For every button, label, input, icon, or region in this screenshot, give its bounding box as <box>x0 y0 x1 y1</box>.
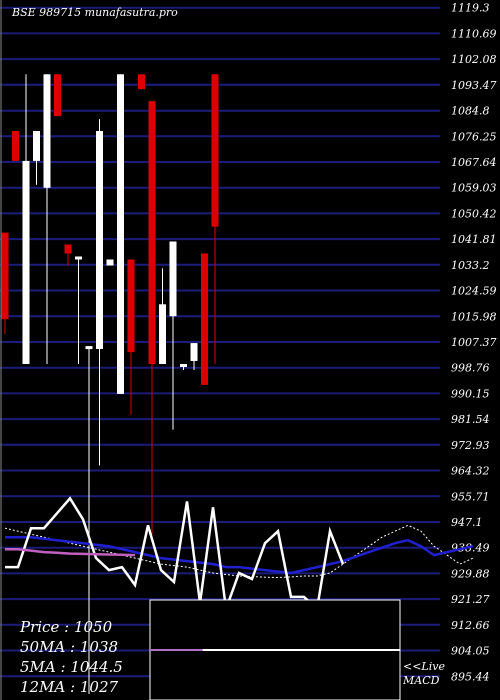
live-link[interactable]: <<Live <box>403 660 445 673</box>
candle-body <box>22 160 30 364</box>
chart-title: BSE 989715 munafasutra.pro <box>11 6 178 19</box>
ma12-info: 12MA : 1027 <box>20 678 119 696</box>
y-tick-label: 1050.42 <box>451 207 497 220</box>
y-tick-label: 912.66 <box>451 619 490 632</box>
y-tick-label: 1093.47 <box>451 79 497 92</box>
ma-line-ma-purple- <box>5 547 136 557</box>
y-tick-label: 990.15 <box>451 387 490 400</box>
macd-panel <box>149 599 401 700</box>
y-tick-label: 1007.37 <box>451 336 497 349</box>
candle-body <box>180 364 187 367</box>
candle-body <box>117 74 124 394</box>
candle-body <box>159 304 166 364</box>
candle-body <box>33 131 40 161</box>
candle-body <box>1 232 9 320</box>
macd-label: MACD <box>402 674 440 687</box>
y-tick-label: 1110.69 <box>451 27 497 40</box>
y-tick-label: 981.54 <box>451 413 490 426</box>
y-tick-label: 1067.64 <box>451 156 497 169</box>
y-tick-label: 1076.25 <box>451 130 497 143</box>
y-tick-label: 947.1 <box>451 516 483 529</box>
candle-body <box>169 241 177 317</box>
y-tick-label: 1033.2 <box>451 259 490 272</box>
y-tick-label: 1041.81 <box>451 233 497 246</box>
y-tick-label: 1015.98 <box>451 310 497 323</box>
candle-body <box>43 74 51 188</box>
candle-body <box>106 259 114 266</box>
moving-average-lines <box>4 496 474 612</box>
ma-line-5ma <box>5 496 345 612</box>
price-info: Price : 1050 <box>19 618 113 636</box>
y-axis-labels: 1119.3 1110.69 1102.08 1093.47 1084.8 1076.25… <box>451 2 497 684</box>
ma50-info: 50MA : 1038 <box>20 638 118 656</box>
y-tick-label: 955.71 <box>451 490 490 503</box>
candlesticks <box>1 74 219 694</box>
candle-body <box>148 101 156 364</box>
y-tick-label: 938.49 <box>451 542 490 555</box>
y-tick-label: 895.44 <box>451 670 490 683</box>
y-tick-label: 1119.3 <box>451 2 490 15</box>
ma5-info: 5MA : 1044.5 <box>20 658 123 676</box>
y-tick-label: 929.88 <box>451 567 490 580</box>
y-tick-label: 921.27 <box>451 593 490 606</box>
candle-body <box>127 259 135 353</box>
candle-body <box>138 74 145 90</box>
candle-body <box>54 74 61 117</box>
y-tick-label: 964.32 <box>451 465 490 478</box>
y-tick-label: 1102.08 <box>451 53 497 66</box>
candle-body <box>96 131 103 349</box>
y-tick-label: 1024.59 <box>451 285 497 298</box>
candle-body <box>64 244 72 254</box>
candle-body <box>201 253 208 385</box>
y-tick-label: 1084.8 <box>451 105 490 118</box>
ma-line-50ma <box>4 524 474 579</box>
info-panel: Price : 1050 50MA : 1038 5MA : 1044.5 12… <box>19 618 123 696</box>
candle-body <box>85 346 93 350</box>
candle-body <box>12 131 19 161</box>
ma-line-12ma <box>5 535 474 575</box>
y-tick-label: 972.93 <box>451 439 490 452</box>
y-tick-label: 1059.03 <box>451 182 497 195</box>
y-tick-label: 904.05 <box>451 645 490 658</box>
candle-body <box>75 256 82 260</box>
candle-body <box>190 343 198 361</box>
y-tick-label: 998.76 <box>451 362 490 375</box>
grid-lines <box>0 0 440 700</box>
candle-body <box>211 74 219 227</box>
